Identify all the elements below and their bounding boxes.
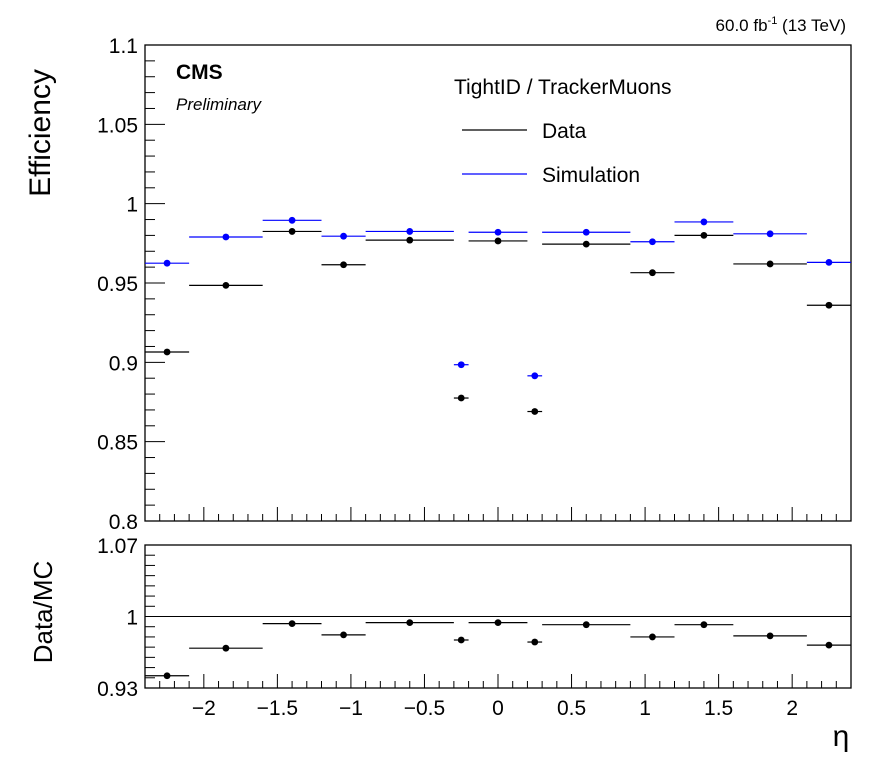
data-point <box>406 236 414 244</box>
simulation-point <box>494 228 502 236</box>
data-point <box>494 237 502 245</box>
ratio-point <box>457 636 465 644</box>
status-label: Preliminary <box>176 95 263 114</box>
luminosity-label: 60.0 fb-1 (13 TeV) <box>716 15 846 35</box>
x-tick-label: −1.5 <box>257 697 298 720</box>
ratio-point <box>494 619 502 627</box>
x-axis-title: η <box>833 720 850 753</box>
legend: TightID / TrackerMuons Data Simulation <box>454 76 671 187</box>
simulation-point <box>163 259 171 267</box>
ratio-point <box>700 621 708 629</box>
simulation-point <box>457 361 465 369</box>
ratio-point <box>531 638 539 646</box>
data-point <box>222 281 230 289</box>
data-point <box>649 269 656 277</box>
y-tick-label: 0.95 <box>97 273 138 296</box>
simulation-point <box>582 228 590 236</box>
x-tick-label: 0 <box>492 697 504 720</box>
data-point <box>766 260 774 268</box>
data-point <box>163 348 171 356</box>
x-tick-label: 1 <box>639 697 651 720</box>
x-tick-label: −1 <box>339 697 363 720</box>
ratio-axis-ticks: 0.93 1 1.07 −2 −1.5 −1 −0.5 0 0.5 1 1.5 2 <box>97 535 852 720</box>
y-axis-title-top: Efficiency <box>24 69 57 197</box>
data-point <box>582 240 590 248</box>
legend-entry-simulation: Simulation <box>542 164 640 187</box>
y-tick-label: 0.8 <box>109 511 138 534</box>
legend-title: TightID / TrackerMuons <box>454 76 671 99</box>
ratio-point <box>222 644 230 652</box>
ratio-point <box>825 641 833 649</box>
simulation-point <box>222 233 230 241</box>
data-point <box>457 394 465 402</box>
ratio-y-tick-label: 1.07 <box>97 535 138 558</box>
ratio-y-tick-label: 1 <box>126 607 138 630</box>
simulation-point <box>340 232 347 240</box>
ratio-point <box>163 672 171 680</box>
ratio-point <box>582 621 590 629</box>
x-tick-label: −0.5 <box>404 697 445 720</box>
top-plot-frame <box>144 44 852 522</box>
data-point <box>531 408 539 415</box>
simulation-point <box>766 230 774 238</box>
data-point <box>825 301 833 309</box>
y-tick-label: 1 <box>126 194 138 217</box>
y-tick-label: 0.9 <box>109 352 138 375</box>
simulation-point <box>288 216 296 224</box>
y-tick-label: 1.1 <box>109 35 138 58</box>
simulation-point <box>700 218 708 226</box>
data-point <box>700 232 708 239</box>
simulation-point <box>406 228 414 235</box>
x-tick-label: 0.5 <box>557 697 586 720</box>
y-tick-label: 1.05 <box>97 114 138 137</box>
simulation-point <box>531 372 539 380</box>
ratio-point <box>340 631 347 639</box>
top-axis-ticks: 0.8 0.85 0.9 0.95 1 1.05 1.1 <box>97 35 852 534</box>
x-tick-label: −2 <box>192 697 216 720</box>
x-tick-label: 1.5 <box>704 697 733 720</box>
y-tick-label: 0.85 <box>97 432 138 455</box>
data-point <box>288 228 296 235</box>
experiment-label: CMS <box>176 61 223 84</box>
ratio-y-tick-label: 0.93 <box>97 678 138 701</box>
ratio-point <box>288 620 296 628</box>
ratio-point <box>766 632 774 640</box>
top-data-points <box>145 216 851 415</box>
data-point <box>340 261 347 269</box>
ratio-point <box>649 633 656 641</box>
ratio-point <box>406 619 414 627</box>
simulation-point <box>649 238 656 246</box>
y-axis-title-ratio: Data/MC <box>28 561 58 664</box>
simulation-point <box>825 258 833 266</box>
legend-entry-data: Data <box>542 120 587 143</box>
x-tick-label: 2 <box>786 697 798 720</box>
ratio-data-points <box>145 619 851 680</box>
